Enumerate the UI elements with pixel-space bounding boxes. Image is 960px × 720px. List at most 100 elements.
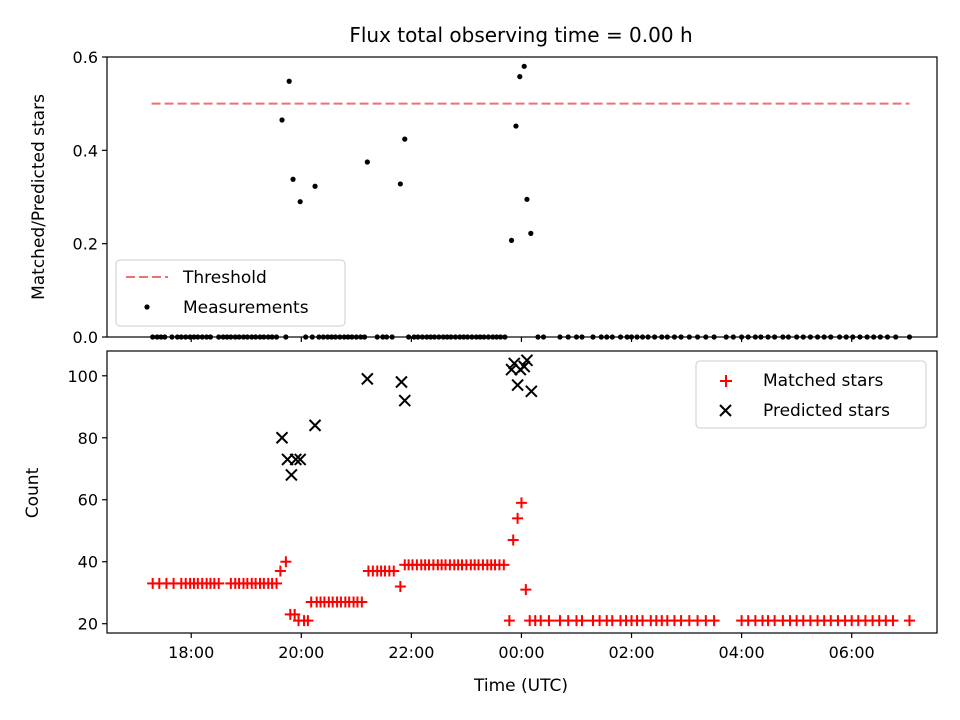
measurement-point (402, 136, 408, 142)
top-y-tick-label: 0.4 (73, 141, 98, 160)
matched-star-marker (274, 565, 286, 577)
predicted-star-marker (525, 385, 538, 398)
top-panel-axes: 0.0 0.2 0.4 0.6 (73, 48, 853, 347)
matched-star-marker (887, 615, 899, 627)
bottom-x-tick-label: 22:00 (388, 643, 434, 662)
matched-star-marker (302, 615, 314, 627)
bottom-panel-marks (147, 354, 915, 627)
predicted-star-marker (520, 354, 534, 367)
bottom-y-tick-label: 100 (67, 367, 98, 386)
top-legend-frame (115, 259, 346, 327)
measurement-point (297, 199, 303, 205)
bottom-x-tick-label: 06:00 (829, 643, 875, 662)
matched-star-marker (576, 615, 588, 627)
predicted-marker-stroke-b (508, 357, 521, 370)
matched-star-marker (515, 497, 527, 509)
measurement-point (521, 63, 527, 69)
bottom-x-tick-label: 18:00 (168, 643, 214, 662)
predicted-marker-stroke-b (517, 360, 531, 373)
bottom-panel-axes: 20 40 60 80 100 18:00 20:00 22:00 00:00 02:00 04:0… (67, 367, 874, 662)
predicted-star-marker (511, 378, 524, 392)
measurement-point (312, 183, 318, 189)
measurements-legend-label: Measurements (183, 298, 309, 318)
predicted-star-marker (289, 453, 302, 466)
matched-star-marker (708, 615, 720, 627)
predicted-marker-stroke-b (285, 468, 298, 482)
bottom-x-tick-label: 20:00 (278, 643, 324, 662)
predicted-marker-stroke-b (289, 453, 302, 466)
predicted-marker-stroke-b (395, 375, 408, 389)
bottom-x-tick-label: 04:00 (719, 643, 765, 662)
threshold-legend-label: Threshold (182, 268, 267, 288)
matched-star-marker (520, 584, 532, 596)
measurement-point (513, 123, 519, 129)
predicted-star-marker (398, 394, 411, 407)
matched-star-marker (503, 615, 515, 627)
bottom-y-tick-label: 20 (78, 615, 98, 634)
matched-star-marker (213, 577, 225, 589)
top-y-axis-label: Matched/Predicted stars (29, 94, 49, 300)
predicted-star-marker (361, 372, 374, 386)
matched-legend-label: Matched stars (763, 371, 883, 391)
matched-star-marker (543, 615, 555, 627)
measurements-legend-marker (144, 304, 150, 310)
top-legend: Threshold Measurements (115, 259, 346, 327)
predicted-star-marker (285, 468, 298, 482)
measurement-point (528, 230, 534, 236)
measurement-point (364, 159, 370, 165)
predicted-star-marker (395, 375, 408, 389)
matched-star-marker (271, 577, 283, 589)
bottom-y-tick-label: 40 (78, 553, 98, 572)
measurement-point (286, 78, 292, 84)
measurement-point (279, 117, 285, 123)
predicted-star-marker (293, 453, 307, 466)
predicted-marker-stroke-b (308, 419, 322, 432)
matched-star-marker (289, 608, 301, 620)
top-y-tick-label: 0.6 (73, 48, 98, 67)
bottom-panel: 20 40 60 80 100 18:00 20:00 22:00 00:00 02:00 04:0… (23, 350, 938, 696)
matched-star-marker (507, 534, 519, 546)
x-axis-label: Time (UTC) (473, 676, 568, 696)
matched-star-marker (498, 559, 510, 571)
bottom-y-axis-label: Count (23, 467, 43, 518)
predicted-marker-stroke-b (275, 431, 289, 444)
predicted-marker-stroke-b (361, 372, 374, 386)
bottom-y-tick-label: 60 (78, 491, 98, 510)
matched-legend-marker (720, 375, 732, 387)
matched-star-marker (356, 596, 368, 608)
matched-star-marker (903, 615, 915, 627)
predicted-marker-stroke-b (398, 394, 411, 407)
matched-star-marker (388, 565, 400, 577)
bottom-x-tick-label: 02:00 (608, 643, 654, 662)
predicted-marker-stroke-b (293, 453, 307, 466)
top-panel: 0.0 0.2 0.4 0.6 Matched/Predicted stars Thr… (29, 48, 938, 347)
matched-star-marker (394, 581, 406, 593)
top-y-tick-label: 0.2 (73, 235, 98, 254)
matched-star-marker (512, 512, 524, 524)
predicted-star-marker (517, 360, 531, 373)
predicted-legend-label: Predicted stars (763, 401, 890, 421)
bottom-y-tick-label: 80 (78, 429, 98, 448)
bottom-legend-frame (695, 360, 927, 429)
bottom-x-tick-label: 00:00 (498, 643, 544, 662)
top-y-tick-label: 0.0 (73, 328, 98, 347)
matched-star-marker (280, 556, 292, 568)
bottom-legend: Matched stars Predicted stars (695, 360, 927, 429)
predicted-legend-marker (719, 404, 732, 417)
measurement-point (524, 196, 530, 202)
predicted-star-marker (308, 419, 322, 432)
predicted-star-marker (275, 431, 289, 444)
predicted-star-marker (505, 363, 518, 376)
top-panel-frame (106, 56, 938, 338)
predicted-marker-stroke-b (505, 363, 518, 376)
chart-title: Flux total observing time = 0.00 h (349, 23, 692, 47)
measurement-point (397, 181, 403, 187)
measurement-point (508, 237, 515, 243)
measurement-point (290, 176, 296, 182)
predicted-marker-stroke-b (525, 385, 538, 398)
bottom-panel-frame (106, 350, 938, 634)
measurement-point (517, 74, 523, 80)
predicted-marker-stroke-b (520, 354, 534, 367)
predicted-marker-stroke-b (511, 378, 524, 392)
